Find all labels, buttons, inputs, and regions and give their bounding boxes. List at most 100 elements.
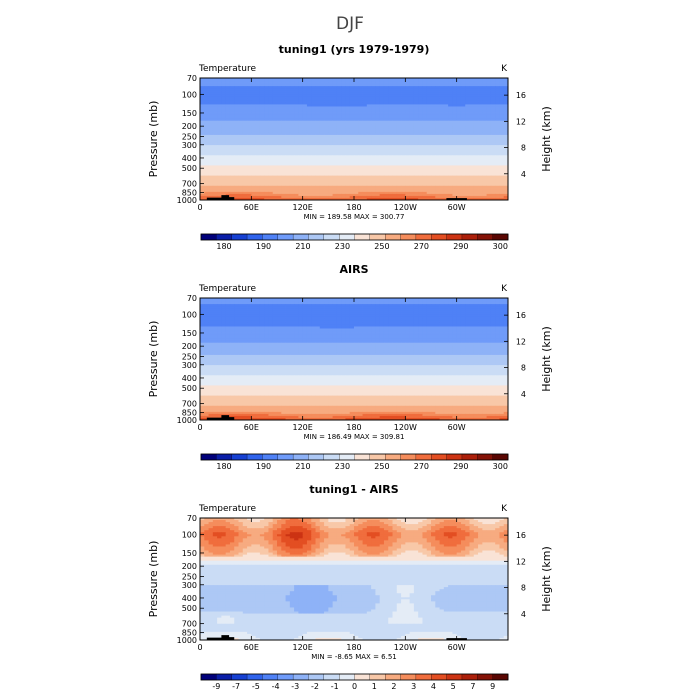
contour-cell <box>383 122 389 126</box>
contour-cell <box>212 314 218 317</box>
contour-cell <box>452 308 458 311</box>
contour-cell <box>238 155 244 158</box>
contour-cell <box>413 171 419 174</box>
contour-cell <box>495 120 500 124</box>
contour-cell <box>281 102 286 105</box>
contour-cell <box>354 143 359 146</box>
contour-cell <box>328 128 334 132</box>
contour-cell <box>495 134 500 138</box>
contour-cell <box>319 149 325 152</box>
contour-cell <box>448 147 453 150</box>
contour-cell <box>204 136 209 140</box>
contour-cell <box>362 104 368 107</box>
contour-cell <box>460 304 466 307</box>
contour-cell <box>217 312 222 315</box>
contour-cell <box>452 310 458 313</box>
contour-cell <box>281 132 286 136</box>
contour-cell <box>422 157 428 160</box>
contour-cell <box>409 302 415 305</box>
contour-cell <box>319 310 325 313</box>
contour-cell <box>349 302 355 305</box>
contour-cell <box>328 94 334 97</box>
contour-cell <box>473 149 479 152</box>
contour-cell <box>354 171 359 174</box>
contour-cell <box>341 175 346 179</box>
contour-cell <box>392 187 398 191</box>
contour-cell <box>302 155 308 158</box>
contour-cell <box>341 153 346 156</box>
contour-cell <box>469 181 475 185</box>
contour-cell <box>435 128 440 132</box>
x-tick-label: 0 <box>197 203 202 212</box>
contour-cell <box>319 304 325 307</box>
contour-cell <box>371 128 376 132</box>
contour-cell <box>460 88 466 91</box>
contour-cell <box>396 132 402 136</box>
y2-axis-title: Height (km) <box>540 106 553 172</box>
contour-cell <box>413 161 419 164</box>
contour-cell <box>328 193 334 197</box>
contour-cell <box>469 122 475 126</box>
contour-cell <box>448 100 453 103</box>
contour-cell <box>375 161 381 164</box>
contour-cell <box>298 102 304 105</box>
contour-cell <box>349 167 355 170</box>
contour-cell <box>452 173 458 176</box>
contour-cell <box>221 155 227 158</box>
contour-cell <box>200 159 205 162</box>
contour-cell <box>452 116 458 120</box>
contour-cell <box>212 96 218 99</box>
contour-cell <box>277 90 282 93</box>
contour-cell <box>225 102 231 105</box>
contour-cell <box>379 116 385 120</box>
contour-cell <box>405 163 411 166</box>
contour-cell <box>315 124 321 128</box>
contour-cell <box>495 141 500 144</box>
contour-cell <box>452 106 458 109</box>
contour-cell <box>465 175 470 179</box>
contour-cell <box>315 312 321 315</box>
contour-field <box>200 78 509 201</box>
contour-cell <box>439 304 445 307</box>
contour-cell <box>392 124 398 128</box>
contour-cell <box>251 86 257 89</box>
contour-cell <box>298 136 304 140</box>
contour-cell <box>435 108 440 111</box>
contour-cell <box>289 100 295 103</box>
contour-cell <box>341 106 346 109</box>
contour-cell <box>281 128 286 132</box>
contour-cell <box>319 169 325 172</box>
contour-cell <box>383 141 389 144</box>
contour-cell <box>383 302 389 305</box>
contour-cell <box>413 104 419 107</box>
contour-cell <box>272 308 278 311</box>
contour-cell <box>362 189 368 193</box>
contour-cell <box>217 308 222 311</box>
contour-cell <box>268 298 274 301</box>
contour-cell <box>379 120 385 124</box>
contour-cell <box>242 185 248 189</box>
contour-cell <box>264 132 269 136</box>
contour-cell <box>448 141 453 144</box>
contour-cell <box>302 120 308 124</box>
contour-cell <box>396 195 402 199</box>
contour-cell <box>272 191 278 195</box>
contour-cell <box>315 84 321 87</box>
contour-cell <box>302 159 308 162</box>
contour-cell <box>298 86 304 89</box>
contour-cell <box>503 171 509 174</box>
contour-cell <box>383 171 389 174</box>
contour-cell <box>336 82 342 85</box>
contour-cell <box>221 163 227 166</box>
contour-cell <box>499 159 505 162</box>
contour-cell <box>315 98 321 101</box>
contour-cell <box>289 92 295 95</box>
contour-cell <box>418 173 423 176</box>
contour-cell <box>383 177 389 181</box>
contour-cell <box>234 163 239 166</box>
contour-cell <box>319 110 325 113</box>
contour-cell <box>208 165 214 168</box>
contour-cell <box>285 104 291 107</box>
contour-cell <box>277 163 282 166</box>
contour-cell <box>204 185 209 189</box>
